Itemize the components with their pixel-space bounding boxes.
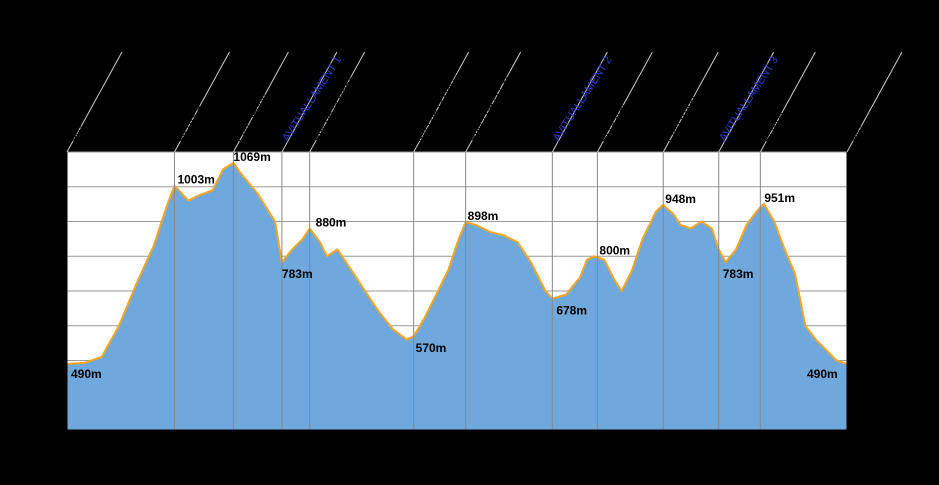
y-tick-label-right-1000: 1.000 <box>859 182 887 194</box>
x-waypoint-label-3: 7 <box>307 441 313 453</box>
y-tick-label-left-400: 400 <box>43 390 61 402</box>
y-tick-label-left-900: 900 <box>43 217 61 229</box>
waypoint-leader-7 <box>551 51 608 153</box>
x-waypoint-label-7: 17,2 <box>653 441 674 453</box>
y-tick-label-right-500: 500 <box>859 356 877 368</box>
elevation-label-2: 1069m <box>233 150 270 164</box>
y-tick-label-right-1100: 1.100 <box>859 147 887 159</box>
waypoint-leader-9 <box>662 51 719 153</box>
waypoint-leader-11 <box>759 51 816 153</box>
elevation-label-3: 783m <box>282 267 313 281</box>
y-tick-label-left-300: 300 <box>43 425 61 437</box>
waypoint-leader-2 <box>232 51 289 153</box>
x-main-label-5: 22,5 <box>835 463 859 477</box>
waypoint-leader-3 <box>281 51 338 153</box>
x-waypoint-label-6: 15,3 <box>587 441 608 453</box>
elevation-label-10: 783m <box>723 267 754 281</box>
elevation-label-9: 948m <box>665 192 696 206</box>
elevation-label-11: 951m <box>764 191 795 205</box>
x-waypoint-label-0: 3,1 <box>167 441 182 453</box>
elevation-label-0: 490m <box>71 367 102 381</box>
waypoint-leader-1 <box>174 51 230 153</box>
waypoint-leader-5 <box>413 51 470 153</box>
waypoint-lines <box>173 152 761 430</box>
x-main-label-2: 10 <box>407 463 421 477</box>
y-tick-label-left-800: 800 <box>43 251 61 263</box>
elevation-label-1: 1003m <box>177 173 214 187</box>
x-waypoint-label-1: 4,8 <box>226 441 241 453</box>
x-main-label-4: 20 <box>754 463 768 477</box>
y-tick-label-left-500: 500 <box>43 356 61 368</box>
x-waypoint-label-8: 18,8 <box>708 441 729 453</box>
x-waypoint-label-5: 14 <box>546 441 558 453</box>
elevation-label-8: 800m <box>599 243 630 257</box>
y-tick-label-left-600: 600 <box>43 321 61 333</box>
y-tick-label-left-700: 700 <box>43 286 61 298</box>
waypoint-leader-8 <box>596 51 653 153</box>
x-main-label-3: 15 <box>580 463 594 477</box>
elevation-labels: 490m 1003m 1069m 783m 880m 570m 898m 678m 800m 94… <box>71 150 838 381</box>
waypoint-leader-0 <box>66 51 123 153</box>
x-main-label-0: 0 <box>64 463 71 477</box>
x-waypoint-label-4: 11,5 <box>455 441 476 453</box>
x-tick-labels: 3,1 4,8 6,2 7 11,5 14 15,3 17,2 18,8 0 5 10 15 20 22,5 <box>64 430 859 477</box>
profile-line <box>66 161 848 365</box>
y-tick-label-right-400: 400 <box>859 390 877 402</box>
y-tick-label-left-1100: 1.100 <box>33 147 61 159</box>
waypoint-leader-10 <box>718 51 775 153</box>
profile-area <box>66 161 848 431</box>
y-tick-label-right-600: 600 <box>859 321 877 333</box>
y-tick-label-right-700: 700 <box>859 286 877 298</box>
y-tick-label-right-300: 300 <box>859 425 877 437</box>
elevation-label-7: 678m <box>556 304 587 318</box>
waypoint-leader-12 <box>846 51 903 153</box>
axes <box>66 122 848 438</box>
waypoint-leader-4 <box>309 51 366 153</box>
waypoint-leader-6 <box>465 51 522 153</box>
x-main-label-1: 5 <box>237 463 244 477</box>
y-tick-label-left-1000: 1.000 <box>33 182 61 194</box>
elevation-label-6: 898m <box>468 209 499 223</box>
y-tick-labels: 300 300 400 400 500 500 600 600 700 700 800 800 900 9… <box>33 147 886 437</box>
profile-fill <box>67 162 847 431</box>
elevation-label-12: 490m <box>807 367 838 381</box>
x-waypoint-label-2: 6,2 <box>274 441 289 453</box>
y-tick-label-right-800: 800 <box>859 251 877 263</box>
y-tick-label-right-900: 900 <box>859 217 877 229</box>
elevation-label-5: 570m <box>416 341 447 355</box>
elevation-label-4: 880m <box>316 215 347 229</box>
